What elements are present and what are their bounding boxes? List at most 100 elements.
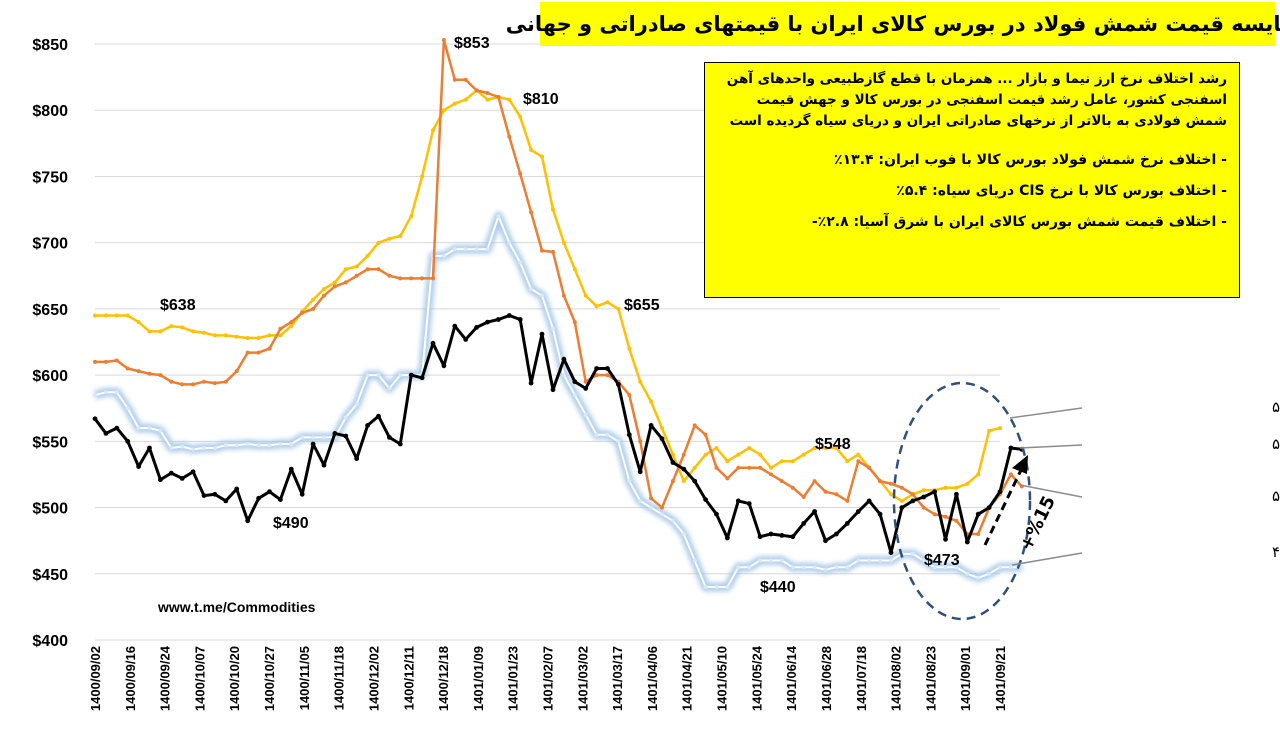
data-point [932, 489, 937, 495]
data-point [496, 95, 501, 99]
x-tick-label: 1401/06/14 [784, 645, 799, 711]
data-point [420, 276, 425, 281]
data-point [278, 497, 283, 502]
data-point [322, 435, 326, 440]
data-point [834, 531, 839, 537]
data-point [703, 452, 708, 457]
data-point [114, 313, 119, 318]
data-point [245, 442, 250, 446]
data-point [245, 350, 250, 355]
data-point [986, 505, 992, 510]
x-tick-label: 1401/02/07 [541, 646, 556, 711]
x-tick-label: 1401/06/28 [819, 646, 834, 711]
data-point [834, 492, 839, 497]
data-point [528, 380, 534, 386]
data-point [703, 497, 708, 502]
data-point [616, 306, 621, 311]
data-point [441, 253, 446, 258]
x-tick-label: 1401/03/17 [610, 646, 625, 711]
data-point [103, 431, 109, 436]
series-line-1 [93, 314, 1022, 555]
data-point [441, 108, 446, 113]
legend: بیلت شرق آسیا , $۵۶۰ بیلت بورس کالا (نیم… [1009, 398, 1280, 566]
data-point [638, 439, 643, 444]
data-point [376, 373, 381, 378]
data-point [954, 565, 959, 570]
data-point [158, 477, 163, 483]
x-tick-label: 1400/09/24 [158, 645, 173, 711]
data-point [965, 481, 970, 486]
data-point [769, 472, 773, 477]
data-point [921, 494, 927, 500]
data-point [147, 329, 152, 334]
data-point [147, 445, 152, 451]
data-point [387, 435, 392, 440]
data-point [114, 390, 119, 395]
data-point [758, 465, 763, 470]
x-tick-label: 1401/08/02 [889, 646, 904, 711]
data-point [354, 402, 359, 407]
data-point [179, 476, 185, 481]
data-point [289, 320, 294, 325]
commentary-paragraph: رشد اختلاف نرخ ارز نیما و بازار ... همزم… [726, 71, 1227, 129]
data-point [855, 509, 861, 514]
data-point [638, 498, 643, 503]
x-axis-ticks: 1400/09/02 1400/09/16 1400/09/24 1400/10/07… [88, 645, 1008, 711]
data-point [529, 148, 534, 152]
data-point [212, 381, 217, 386]
y-tick-label: $550 [32, 434, 68, 451]
data-point [976, 472, 981, 477]
data-point [289, 442, 294, 446]
data-point [921, 488, 926, 493]
data-point [463, 337, 469, 342]
x-tick-label: 1400/10/07 [192, 646, 207, 711]
data-point [703, 585, 708, 589]
data-point [485, 91, 490, 95]
data-point [517, 317, 523, 322]
y-tick-label: $650 [32, 302, 68, 319]
data-point [692, 558, 697, 563]
x-tick-label: 1401/01/09 [471, 646, 486, 711]
x-tick-label: 1401/04/21 [680, 646, 695, 711]
data-point [583, 379, 588, 384]
data-point [812, 565, 817, 570]
data-point [540, 154, 544, 159]
data-point [747, 446, 752, 450]
x-tick-label: 1400/10/20 [227, 646, 242, 711]
x-tick-label: 1400/09/16 [123, 646, 138, 711]
commentary-box: رشد اختلاف نرخ ارز نیما و بازار ... همزم… [704, 62, 1240, 298]
data-point [572, 393, 577, 397]
data-point [594, 432, 599, 437]
data-point [659, 436, 665, 442]
data-point [474, 247, 479, 252]
data-point [125, 313, 130, 318]
data-point [409, 276, 414, 281]
data-point [267, 333, 272, 338]
data-point [725, 459, 730, 464]
data-point [1008, 445, 1014, 451]
data-point [114, 425, 120, 431]
data-point [878, 479, 883, 484]
data-point [932, 512, 937, 517]
data-point [278, 333, 283, 338]
data-point [398, 276, 403, 281]
data-point [790, 485, 795, 490]
data-point [267, 346, 272, 351]
data-point [605, 373, 610, 378]
data-point [540, 248, 544, 253]
y-tick-label: $450 [32, 567, 68, 584]
x-tick-label: 1400/12/02 [366, 646, 381, 711]
growth-arrowhead [1012, 455, 1028, 474]
data-point [616, 382, 621, 387]
x-tick-label: 1401/09/21 [993, 646, 1008, 711]
y-tick-label: $500 [32, 501, 68, 518]
data-point [551, 326, 555, 331]
data-point [801, 495, 806, 499]
x-tick-label: 1401/01/23 [506, 646, 521, 711]
data-point [103, 390, 108, 395]
data-point [420, 174, 425, 179]
data-point [256, 350, 261, 355]
data-point [823, 538, 828, 544]
data-point [812, 446, 817, 450]
